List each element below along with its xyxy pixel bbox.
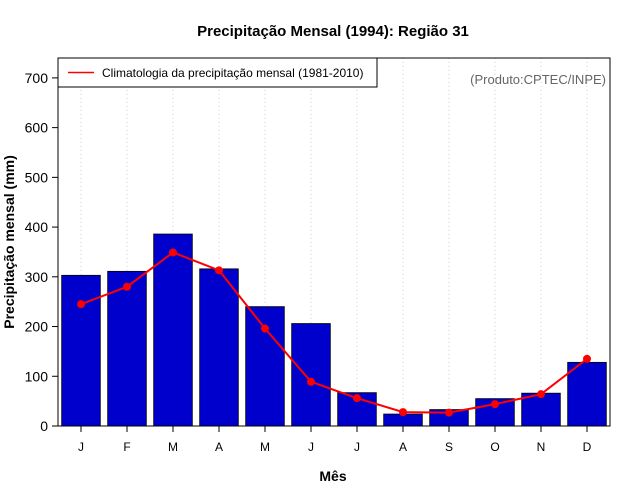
x-tick-label: M (260, 440, 270, 454)
legend-entry-climatology: Climatologia da precipitação mensal (198… (102, 66, 363, 80)
climatology-point-11 (537, 390, 545, 399)
bar-4 (199, 268, 239, 427)
x-tick-label: F (123, 440, 130, 454)
climatology-point-12 (583, 354, 591, 363)
y-tick-label: 500 (25, 169, 49, 185)
x-tick-label: J (78, 440, 84, 454)
bar-2 (107, 270, 147, 427)
x-tick-label: O (490, 440, 499, 454)
climatology-point-5 (261, 324, 269, 333)
bar-12 (567, 361, 607, 427)
x-tick-label: S (445, 440, 453, 454)
climatology-point-6 (307, 377, 315, 386)
climatology-point-10 (491, 400, 499, 409)
y-tick-label: 700 (25, 70, 49, 86)
credit-label: (Produto:CPTEC/INPE) (470, 72, 606, 87)
chart-title: Precipitação Mensal (1994): Região 31 (197, 23, 469, 40)
y-tick-label: 600 (25, 120, 49, 136)
climatology-point-3 (169, 248, 177, 257)
x-tick-label: N (537, 440, 546, 454)
bar-6 (291, 323, 331, 427)
climatology-point-7 (353, 394, 361, 403)
y-tick-label: 200 (25, 319, 49, 335)
y-tick-label: 0 (40, 418, 48, 434)
x-tick-label: J (308, 440, 314, 454)
bar-3 (153, 233, 193, 427)
y-tick-label: 300 (25, 269, 49, 285)
x-tick-label: M (168, 440, 178, 454)
climatology-point-1 (77, 300, 85, 309)
x-tick-label: A (399, 440, 407, 454)
x-tick-label: D (583, 440, 592, 454)
climatology-point-8 (399, 408, 407, 417)
y-axis: 0 100 200 300 400 500 600 700 (25, 70, 58, 434)
bar-1 (61, 274, 101, 427)
climatology-line (80, 251, 588, 414)
y-tick-label: 400 (25, 219, 49, 235)
x-tick-label: A (215, 440, 223, 454)
x-axis-title: Mês (319, 468, 346, 484)
legend-box (57, 57, 378, 88)
climatology-point-2 (123, 282, 131, 291)
legend: Climatologia da precipitação mensal (198… (57, 57, 378, 88)
bar-11 (521, 392, 561, 427)
climatology-point-9 (445, 408, 453, 417)
climatology-point-4 (215, 266, 223, 275)
y-axis-title: Precipitação mensal (mm) (1, 155, 17, 329)
climatology-series (77, 248, 591, 417)
x-tick-label: J (354, 440, 360, 454)
y-tick-label: 100 (25, 368, 49, 384)
